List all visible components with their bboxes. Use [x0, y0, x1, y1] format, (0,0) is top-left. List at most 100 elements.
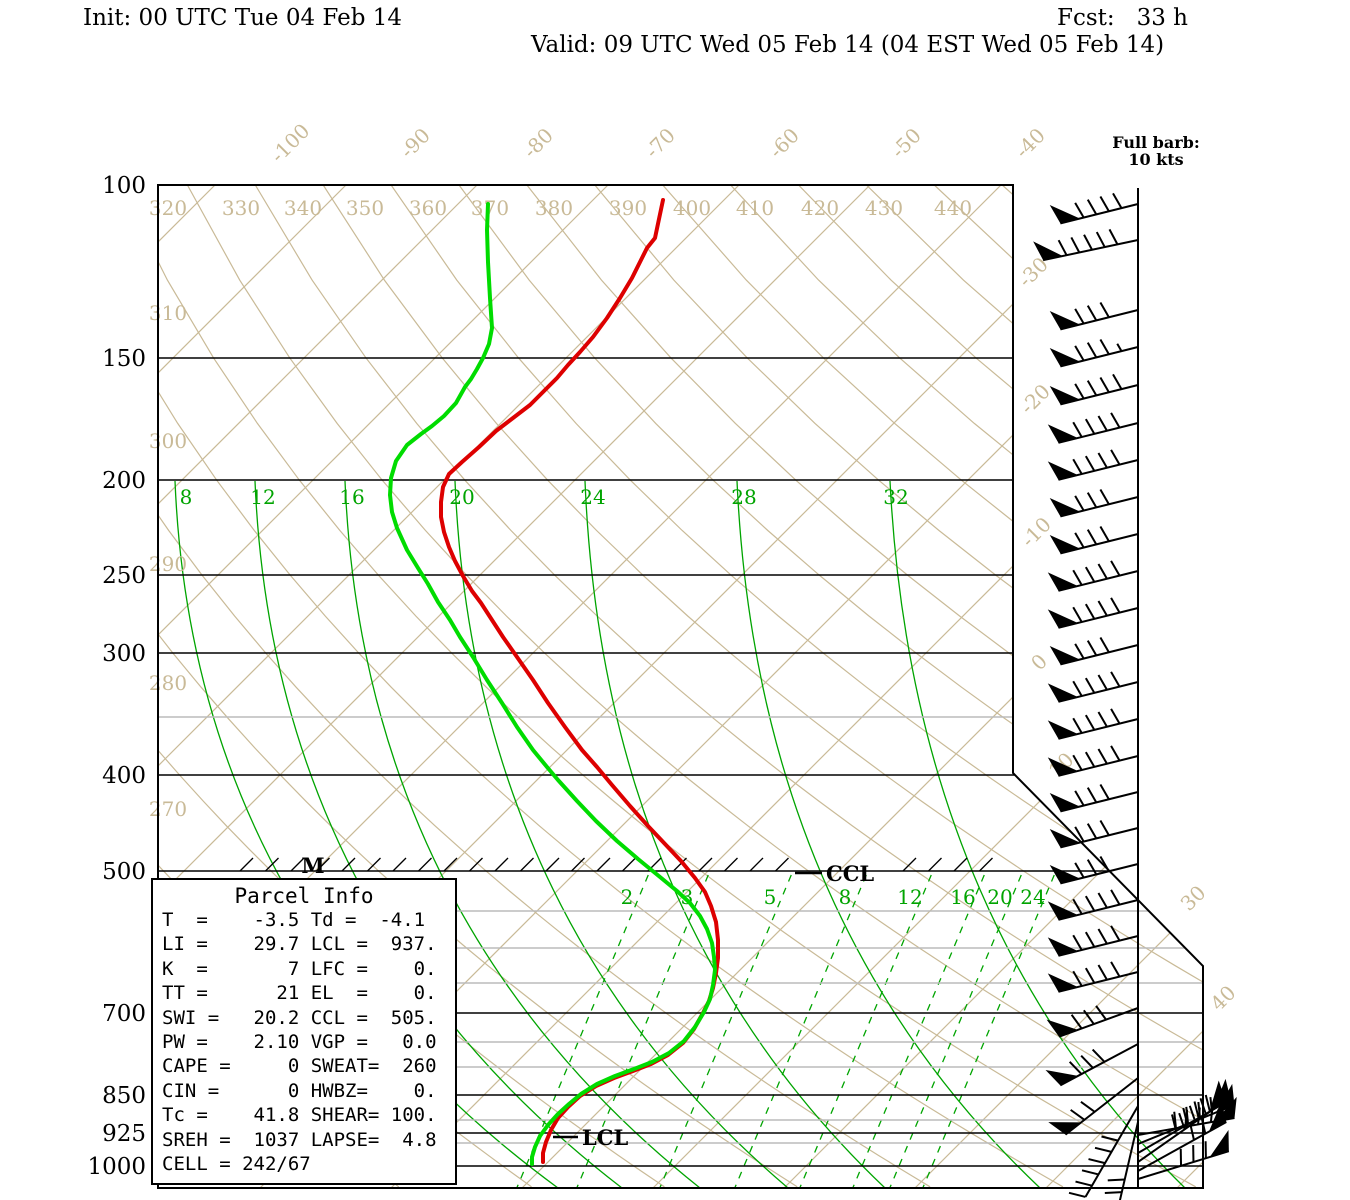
wind-barb-legend-line2: 10 kts	[1128, 150, 1184, 169]
svg-text:24: 24	[1020, 885, 1045, 909]
svg-text:270: 270	[149, 797, 187, 821]
svg-text:5: 5	[764, 885, 777, 909]
parcel-line-cell: CELL = 242/67	[162, 1153, 311, 1176]
wind-barb	[1049, 339, 1139, 368]
svg-text:400: 400	[102, 763, 146, 789]
wind-barb	[1137, 1101, 1227, 1172]
svg-text:-60: -60	[764, 123, 804, 163]
svg-text:20: 20	[987, 885, 1012, 909]
svg-text:1000: 1000	[87, 1154, 146, 1180]
svg-text:430: 430	[865, 196, 903, 220]
svg-text:-90: -90	[395, 123, 435, 163]
parcel-line-li-lcl: LI = 29.7 LCL = 937.	[162, 933, 437, 956]
wind-barb	[1049, 526, 1139, 555]
svg-text:20: 20	[449, 485, 474, 509]
svg-text:40: 40	[1206, 981, 1241, 1016]
wind-barb	[1049, 820, 1139, 849]
wind-barb	[1047, 708, 1139, 740]
wind-barb	[1049, 489, 1139, 518]
svg-text:330: 330	[222, 196, 260, 220]
svg-text:-50: -50	[886, 123, 926, 163]
parcel-info-title: Parcel Info	[234, 884, 374, 908]
wind-barb	[1068, 1105, 1139, 1198]
svg-text:16: 16	[950, 885, 975, 909]
parcel-line-cin-hwbz: CIN = 0 HWBZ= 0.	[162, 1079, 437, 1102]
svg-text:250: 250	[102, 563, 146, 589]
mixing-ratio-lines	[516, 874, 1055, 1188]
svg-text:440: 440	[934, 196, 972, 220]
svg-text:310: 310	[149, 301, 187, 325]
wind-barb	[1137, 1080, 1227, 1163]
svg-text:32: 32	[883, 485, 908, 509]
wind-barb	[1049, 192, 1139, 225]
wind-barb	[1033, 228, 1139, 262]
plot-border	[157, 184, 1204, 1189]
svg-text:300: 300	[149, 429, 187, 453]
svg-text:12: 12	[897, 885, 922, 909]
wind-barb	[1047, 925, 1139, 957]
svg-text:700: 700	[102, 1001, 146, 1027]
svg-text:0: 0	[1026, 649, 1052, 675]
wind-barb	[1046, 1005, 1139, 1038]
parcel-line-swi-ccl: SWI = 20.2 CCL = 505.	[162, 1006, 437, 1029]
wind-barb	[1049, 302, 1139, 331]
wind-barb-legend: Full barb: 10 kts	[1098, 134, 1214, 168]
svg-text:16: 16	[339, 485, 364, 509]
svg-text:30: 30	[1176, 881, 1211, 916]
svg-text:360: 360	[409, 196, 447, 220]
moist-adiabat-lines	[174, 480, 1186, 1188]
svg-text:8: 8	[839, 885, 852, 909]
level-markers	[553, 871, 822, 1139]
svg-text:925: 925	[102, 1121, 146, 1147]
wind-barb	[1049, 373, 1139, 406]
svg-text:CCL: CCL	[826, 861, 874, 886]
svg-text:340: 340	[284, 196, 322, 220]
svg-text:400: 400	[673, 196, 711, 220]
parcel-line-k-lfc: K = 7 LFC = 0.	[162, 957, 437, 980]
svg-text:LCL: LCL	[582, 1125, 628, 1150]
init-time-label: Init: 00 UTC Tue 04 Feb 14	[83, 5, 403, 31]
svg-text:410: 410	[736, 196, 774, 220]
wind-barb	[1047, 412, 1139, 444]
parcel-line-t-td: T = -3.5 Td = -4.1	[162, 909, 426, 931]
wind-barb	[1047, 597, 1139, 629]
svg-text:24: 24	[580, 485, 605, 509]
wind-barb	[1049, 637, 1139, 666]
wind-barb	[1047, 671, 1139, 703]
svg-text:390: 390	[609, 196, 647, 220]
wind-barb	[1137, 1129, 1230, 1180]
wind-barb	[1047, 560, 1139, 592]
wind-barb	[1045, 1043, 1139, 1087]
svg-text:350: 350	[346, 196, 384, 220]
svg-text:380: 380	[535, 196, 573, 220]
svg-text:-70: -70	[640, 123, 680, 163]
svg-text:280: 280	[149, 671, 187, 695]
parcel-line-pw-vgp: PW = 2.10 VGP = 0.0	[162, 1031, 437, 1054]
wind-barb	[1047, 449, 1139, 481]
svg-text:150: 150	[102, 346, 146, 372]
svg-text:-80: -80	[518, 123, 558, 163]
svg-text:-20: -20	[1015, 379, 1055, 419]
parcel-line-cape-sweat: CAPE = 0 SWEAT= 260	[162, 1055, 437, 1078]
forecast-hour-label: Fcst: 33 h	[1057, 5, 1188, 31]
svg-text:200: 200	[102, 468, 146, 494]
svg-text:420: 420	[801, 196, 839, 220]
svg-text:370: 370	[471, 196, 509, 220]
svg-text:-40: -40	[1010, 123, 1050, 163]
svg-text:28: 28	[731, 485, 756, 509]
wind-barb	[1104, 1121, 1139, 1200]
svg-text:12: 12	[250, 485, 275, 509]
wind-barb	[1047, 745, 1139, 777]
svg-text:300: 300	[102, 641, 146, 667]
wind-barb	[1049, 784, 1139, 813]
svg-text:2: 2	[621, 885, 634, 909]
svg-text:-10: -10	[1016, 512, 1056, 552]
dewpoint-curve	[388, 202, 717, 1166]
parcel-line-tt-el: TT = 21 EL = 0.	[162, 982, 437, 1005]
svg-text:-100: -100	[266, 119, 315, 168]
hash-marks-500mb	[239, 857, 993, 872]
svg-text:M: M	[301, 853, 324, 878]
svg-text:500: 500	[102, 859, 146, 885]
svg-text:8: 8	[180, 485, 193, 509]
